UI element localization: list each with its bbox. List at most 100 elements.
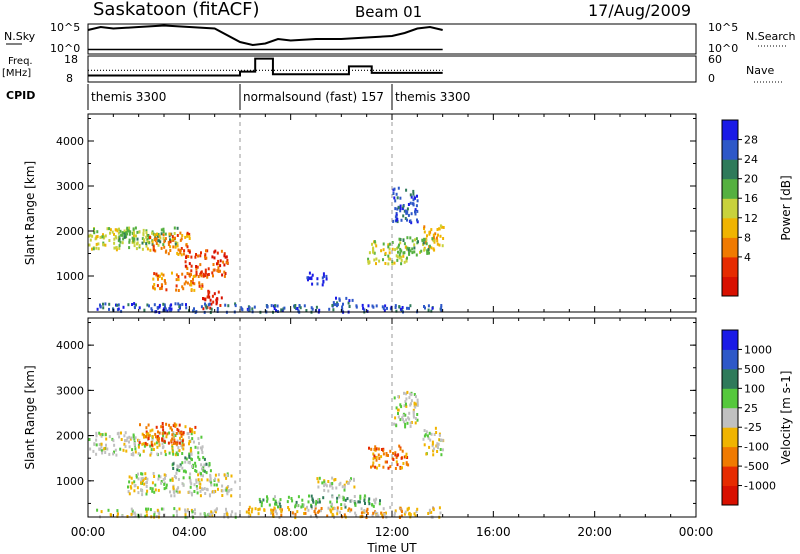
x-tick-label: 00:00 xyxy=(679,525,714,539)
colorbar-swatch xyxy=(722,139,738,160)
time-axis-ticks: 00:00 04:00 08:00 12:00 16:00 20:00 00:00 xyxy=(71,525,714,539)
colorbar-swatch xyxy=(722,276,738,297)
velocity-panel: 1000 2000 3000 4000 Slant Range [km] xyxy=(23,317,697,520)
colorbar-swatch xyxy=(722,330,738,350)
colorbar-tick-label: 8 xyxy=(744,231,751,244)
colorbar-tick-label: -500 xyxy=(744,460,769,473)
station-title: Saskatoon (fitACF) xyxy=(93,0,260,20)
colorbar-tick-label: 4 xyxy=(744,251,751,264)
colorbar-swatch xyxy=(722,256,738,277)
colorbar-swatch xyxy=(722,237,738,258)
y-axis-label: Slant Range [km] xyxy=(23,365,37,469)
colorbar-swatch xyxy=(722,120,738,141)
colorbar-tick-label: 100 xyxy=(744,382,765,395)
y-tick-label: 4000 xyxy=(56,339,84,352)
scatter-region-8 xyxy=(367,240,408,266)
nsky-label: N.Sky xyxy=(4,30,36,43)
cpid-label-0: themis 3300 xyxy=(91,90,166,104)
nsky-series xyxy=(87,24,443,51)
colorbar-swatch xyxy=(722,217,738,238)
scatter-region-8 xyxy=(422,426,445,457)
colorbar-label: Velocity [m s-1] xyxy=(779,371,793,465)
colorbar-swatch xyxy=(722,427,738,448)
x-tick-label: 16:00 xyxy=(476,525,511,539)
freq-label-line1: Freq. xyxy=(8,56,33,67)
scatter-region-11 xyxy=(306,271,328,287)
freq-strip-frame xyxy=(87,55,697,83)
scatter-region-7 xyxy=(368,444,410,470)
colorbar-swatch xyxy=(722,485,738,506)
freq-line xyxy=(88,57,443,77)
scatter-region-3 xyxy=(184,249,229,279)
x-axis-label: Time UT xyxy=(366,541,417,554)
cpid-strip: themis 3300 normalsound (fast) 157 themis … xyxy=(87,84,470,110)
y-tick-label: 4000 xyxy=(56,135,84,148)
colorbar-swatch xyxy=(722,178,738,199)
power-colorbar: 28 24 20 16 12 8 4 Power [dB] xyxy=(721,119,793,297)
scatter-region-6 xyxy=(258,494,381,509)
nave-tick-bottom: 0 xyxy=(708,72,715,85)
scatter-region-10 xyxy=(393,390,419,429)
colorbar-tick-label: -1000 xyxy=(744,480,776,493)
colorbar-tick-label: -100 xyxy=(744,441,769,454)
power-panel: 1000 2000 3000 4000 Slant Range [km] xyxy=(23,113,697,314)
scatter-region-5 xyxy=(202,289,223,311)
nsky-line xyxy=(87,24,443,47)
colorbar-swatch xyxy=(722,388,738,409)
x-tick-label: 12:00 xyxy=(375,525,410,539)
beam-title: Beam 01 xyxy=(355,3,422,21)
colorbar-tick-label: -25 xyxy=(744,421,762,434)
scatter-region-13 xyxy=(397,236,434,257)
colorbar-swatch xyxy=(722,466,738,486)
scatter-region-1 xyxy=(138,422,197,448)
colorbar-tick-label: 28 xyxy=(744,134,758,147)
colorbar-swatch xyxy=(722,368,738,389)
cpid-label: CPID xyxy=(6,89,35,102)
colorbar-swatch xyxy=(722,349,738,370)
y-tick-label: 1000 xyxy=(56,270,84,283)
y-tick-label: 2000 xyxy=(56,430,84,443)
colorbar-tick-label: 500 xyxy=(744,363,765,376)
scatter-region-10 xyxy=(392,186,419,225)
colorbar-swatch xyxy=(722,198,738,219)
colorbar-tick-label: 12 xyxy=(744,212,758,225)
cpid-label-1: normalsound (fast) 157 xyxy=(243,90,384,104)
nave-tick-top: 60 xyxy=(708,53,722,66)
nsky-tick-bottom: 10^0 xyxy=(50,42,80,55)
scatter-region-3 xyxy=(127,471,237,498)
scatter-region-9 xyxy=(316,476,356,493)
colorbar-tick-label: 1000 xyxy=(744,343,772,356)
scatter-region-9 xyxy=(423,224,445,252)
y-tick-label: 3000 xyxy=(56,180,84,193)
colorbar-swatch xyxy=(722,446,738,467)
y-tick-label: 2000 xyxy=(56,225,84,238)
x-tick-label: 04:00 xyxy=(172,525,207,539)
scatter-region-2 xyxy=(148,231,191,257)
nsearch-tick-bottom: 10^0 xyxy=(708,42,738,55)
nsearch-label: N.Search xyxy=(746,30,796,43)
freq-tick-bottom: 8 xyxy=(66,72,73,85)
y-axis-label: Slant Range [km] xyxy=(23,161,37,265)
velocity-colorbar: 1000 500 100 25 -25 -100 -500 -1000 Velocity [m … xyxy=(721,329,793,506)
colorbar-tick-label: 25 xyxy=(744,402,758,415)
colorbar-tick-label: 16 xyxy=(744,192,758,205)
cpid-label-2: themis 3300 xyxy=(395,90,470,104)
nsky-strip-frame xyxy=(87,23,697,55)
colorbar-swatch xyxy=(722,159,738,180)
nsearch-tick-top: 10^5 xyxy=(708,21,738,34)
x-tick-label: 00:00 xyxy=(71,525,106,539)
x-tick-label: 08:00 xyxy=(273,525,308,539)
freq-label-line2: [MHz] xyxy=(2,68,31,79)
scatter-region-2 xyxy=(171,454,212,475)
colorbar-swatch xyxy=(722,407,738,428)
colorbar-tick-label: 20 xyxy=(744,173,758,186)
colorbar-tick-label: 24 xyxy=(744,153,758,166)
scatter-region-12 xyxy=(331,296,358,308)
y-tick-label: 3000 xyxy=(56,384,84,397)
nave-label: Nave xyxy=(746,64,774,77)
x-tick-label: 20:00 xyxy=(577,525,612,539)
freq-tick-top: 18 xyxy=(64,53,78,66)
freq-series xyxy=(88,57,443,77)
date-title: 17/Aug/2009 xyxy=(588,1,691,20)
